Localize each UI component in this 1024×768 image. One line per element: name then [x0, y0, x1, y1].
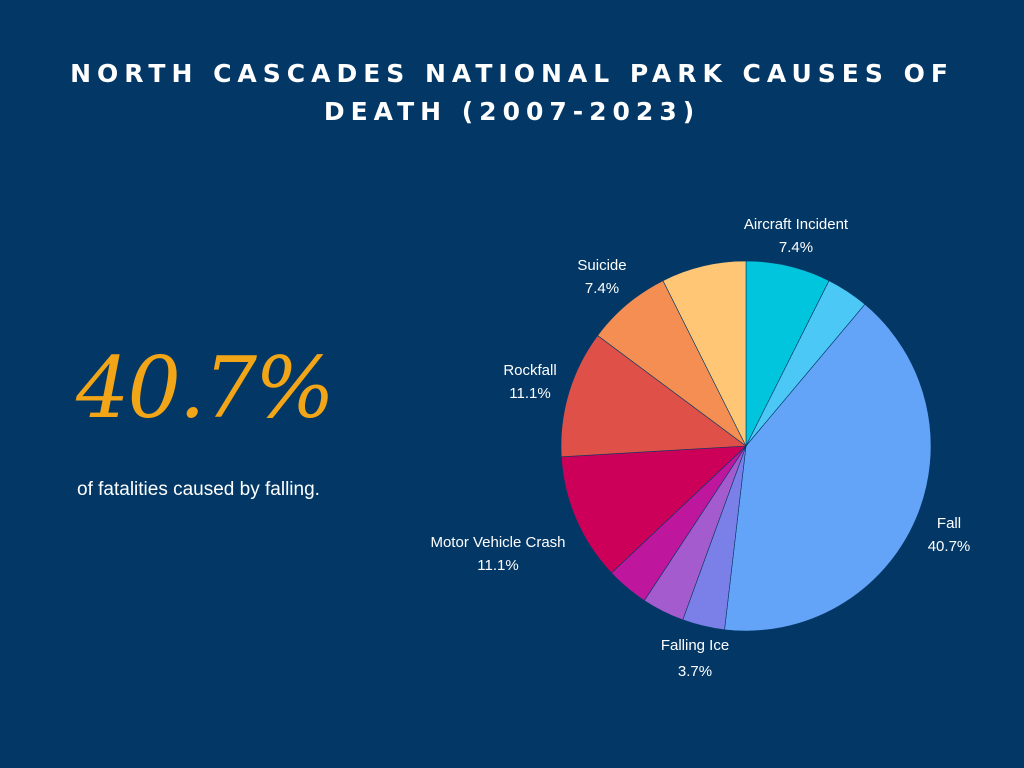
pie-slice-2 — [724, 303, 932, 632]
pie-slices — [560, 260, 932, 632]
slice-label-3: Falling Ice — [661, 637, 729, 654]
slice-value-2: 40.7% — [928, 538, 971, 555]
pie-slice-7 — [560, 335, 747, 458]
highlight-stat: 40.7% — [76, 339, 335, 437]
highlight-caption: of fatalities caused by falling. — [77, 479, 320, 500]
slice-label-6: Motor Vehicle Crash — [430, 534, 565, 551]
slice-label-2: Fall — [937, 515, 961, 532]
slice-label-7: Rockfall — [503, 362, 556, 379]
pie-slice-9 — [662, 260, 747, 447]
slice-value-7: 11.1% — [509, 385, 550, 402]
pie-labels: Aircraft Incident 7.4% Fall 40.7% Falling Ic… — [430, 216, 970, 680]
slice-label-0: Aircraft Incident — [744, 216, 849, 233]
slice-value-0: 7.4% — [779, 239, 813, 256]
slice-value-8: 7.4% — [585, 280, 619, 297]
slice-value-3: 3.7% — [678, 663, 712, 680]
chart-title: NORTH CASCADES NATIONAL PARK CAUSES OF D… — [70, 59, 954, 126]
slice-label-8: Suicide — [577, 257, 626, 274]
slice-value-6: 11.1% — [477, 557, 518, 574]
pie-slice-6 — [560, 445, 747, 574]
